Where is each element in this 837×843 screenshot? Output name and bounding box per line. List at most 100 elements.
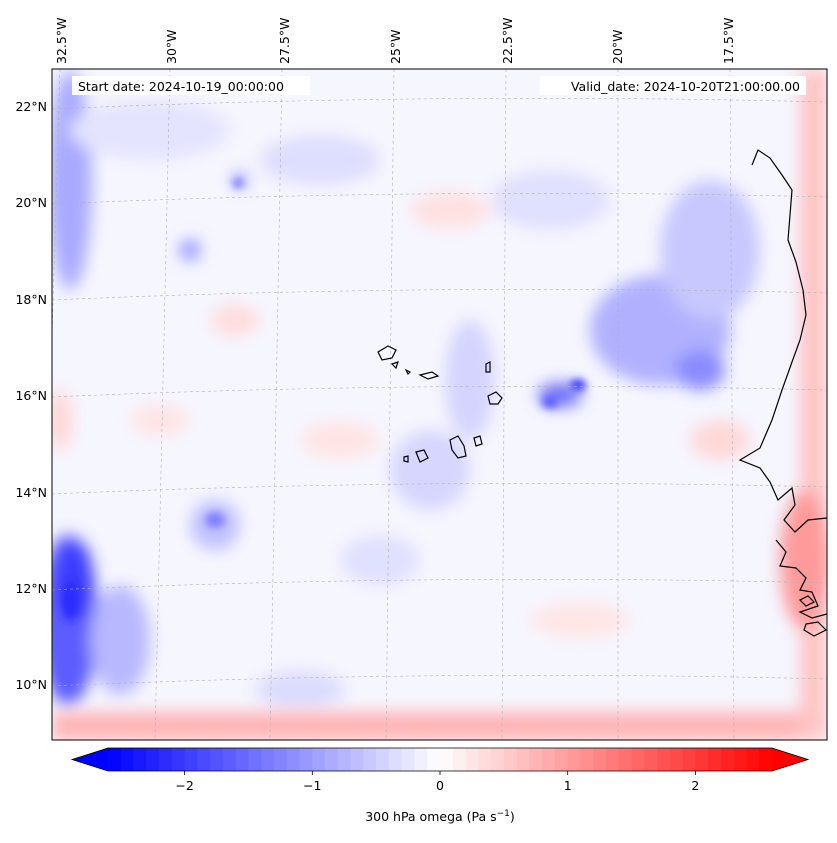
colorbar-swatch: [363, 748, 377, 771]
colorbar-min-extend: [72, 748, 108, 771]
lon-label: 22.5°W: [500, 18, 515, 64]
lon-label: 32.5°W: [54, 18, 69, 64]
colorbar-swatch: [210, 748, 224, 771]
lon-label: 30°W: [164, 29, 179, 64]
start-date-label: Start date: 2024-10-19_00:00:00: [78, 79, 284, 94]
colorbar-swatch: [491, 748, 505, 771]
colorbar-swatch: [554, 748, 569, 771]
colorbar-swatch: [414, 748, 428, 771]
cabo-verde-islands: [377, 345, 503, 463]
colorbar-swatch: [542, 748, 556, 771]
colorbar-swatch: [184, 748, 198, 771]
colorbar-swatch: [682, 748, 696, 771]
colorbar-swatch: [146, 748, 160, 771]
colorbar-tick-label: 2: [691, 778, 699, 793]
colorbar-outline: [70, 747, 810, 772]
island-sao-vicente: [390, 361, 399, 370]
map-frame: [51, 68, 828, 741]
coastlines: [738, 149, 827, 637]
colorbar-label: 300 hPa omega (Pa s−1): [365, 809, 515, 824]
colorbar-swatch: [325, 748, 339, 771]
island-santa-luzia: [404, 368, 412, 376]
lat-label: 20°N: [15, 195, 47, 210]
colorbar-swatch: [746, 748, 760, 771]
colorbar-swatch: [657, 748, 671, 771]
colorbar-swatch: [235, 748, 250, 771]
lat-label: 22°N: [15, 99, 47, 114]
valid-date-box: [540, 76, 806, 95]
colorbar-swatch: [388, 748, 403, 771]
lat-label: 10°N: [15, 677, 47, 692]
island-sao-nicolau: [418, 371, 440, 380]
colorbar-swatch: [222, 748, 237, 771]
valid-date-label: Valid_date: 2024-10-20T21:00:00.00: [571, 79, 800, 94]
colorbar-swatch: [274, 748, 288, 771]
omega-small-cells: [62, 178, 586, 620]
island-brava: [403, 455, 409, 463]
colorbar-swatch: [720, 748, 735, 771]
colorbar-swatch: [197, 748, 211, 771]
colorbar-swatch: [312, 748, 326, 771]
island-maio: [473, 435, 483, 447]
colorbar-tick-label: −1: [303, 778, 321, 793]
colorbar-swatch: [478, 748, 492, 771]
omega-positive-areas: [52, 69, 827, 740]
colorbar-swatch: [695, 748, 709, 771]
colorbar-swatch: [248, 748, 262, 771]
colorbar: −2 −1 0 1 2 300 hPa omega (Pa s−1): [70, 747, 810, 824]
africa-coastline: [738, 149, 827, 533]
lat-label: 18°N: [15, 292, 47, 307]
colorbar-swatch: [503, 748, 518, 771]
island-sal: [485, 361, 491, 373]
colorbar-swatch: [593, 748, 607, 771]
colorbar-swatch: [133, 748, 147, 771]
island-boa-vista: [487, 391, 503, 405]
lat-label: 14°N: [15, 485, 47, 500]
colorbar-swatch: [529, 748, 543, 771]
colorbar-swatch: [401, 748, 416, 771]
colorbar-swatch: [733, 748, 748, 771]
colorbar-swatch: [171, 748, 186, 771]
colorbar-tick-label: 1: [564, 778, 572, 793]
colorbar-swatch: [286, 748, 301, 771]
colorbar-ticks: −2 −1 0 1 2: [175, 771, 699, 793]
colorbar-swatch: [669, 748, 684, 771]
colorbar-swatch: [465, 748, 479, 771]
colorbar-swatch: [337, 748, 352, 771]
island-santiago: [449, 435, 467, 459]
colorbar-swatch: [376, 748, 390, 771]
colorbar-swatch: [567, 748, 582, 771]
colorbar-swatch: [440, 748, 454, 771]
date-annotations: Start date: 2024-10-19_00:00:00 Valid_da…: [72, 76, 806, 95]
colorbar-swatch: [261, 748, 275, 771]
colorbar-tick-label: 0: [436, 778, 444, 793]
colorbar-swatch: [618, 748, 633, 771]
latitude-labels: 22°N 20°N 18°N 16°N 14°N 12°N 10°N: [15, 99, 47, 692]
colorbar-swatch: [580, 748, 594, 771]
island-fogo: [415, 449, 429, 463]
map-background: [52, 69, 827, 740]
colorbar-tick-label: −2: [175, 778, 193, 793]
omega-negative-areas: [52, 70, 760, 710]
colorbar-swatch: [644, 748, 658, 771]
lon-label: 27.5°W: [277, 18, 292, 64]
colorbar-swatch: [606, 748, 620, 771]
map-panel: [51, 68, 828, 741]
lat-label: 16°N: [15, 388, 47, 403]
gridlines: [52, 69, 827, 740]
lon-label: 25°W: [388, 29, 403, 64]
omega-field: [52, 69, 827, 740]
colorbar-swatch: [516, 748, 530, 771]
colorbar-swatch: [120, 748, 135, 771]
colorbar-swatch: [159, 748, 173, 771]
lon-label: 20°W: [610, 29, 625, 64]
colorbar-swatch: [708, 748, 722, 771]
colorbar-swatch: [427, 748, 441, 771]
start-date-box: [72, 76, 310, 95]
lon-label: 17.5°W: [721, 18, 736, 64]
colorbar-swatch: [631, 748, 645, 771]
colorbar-swatch: [350, 748, 364, 771]
colorbar-swatch: [108, 748, 122, 771]
island-santo-antao: [377, 345, 397, 361]
